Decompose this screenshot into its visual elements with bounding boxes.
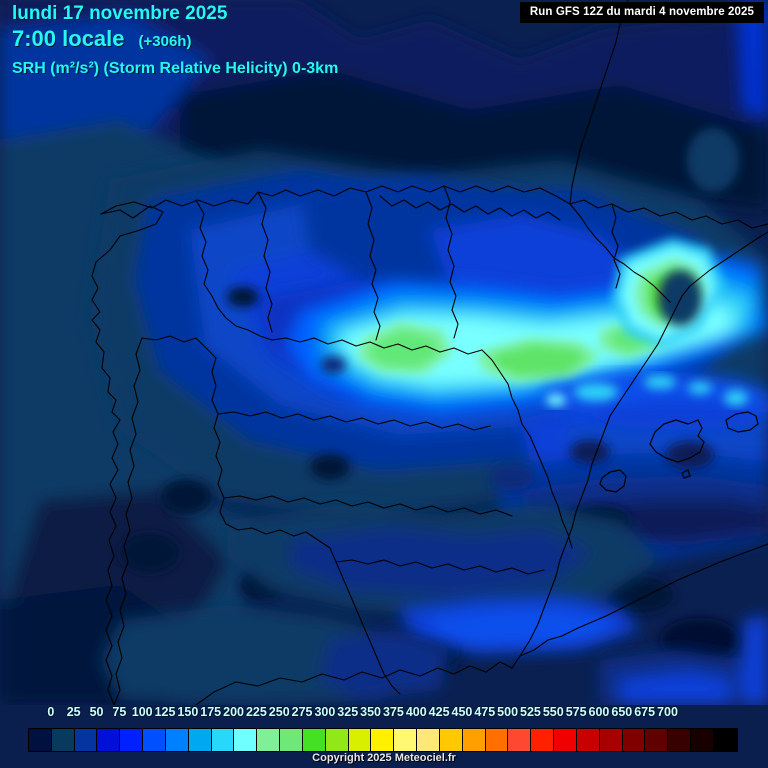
legend-swatch — [668, 729, 692, 751]
legend-tick-label: 25 — [66, 705, 81, 719]
balearic-islands — [599, 411, 759, 493]
legend-tick-label: 0 — [47, 705, 55, 719]
legend-swatch — [599, 729, 623, 751]
legend-tick-label: 75 — [112, 705, 127, 719]
legend-tick-label: 275 — [291, 705, 313, 719]
legend-swatch — [280, 729, 303, 751]
legend-swatch — [143, 729, 166, 751]
legend-tick-label: 650 — [611, 705, 633, 719]
legend-tick-label: 500 — [497, 705, 519, 719]
legend-swatch — [508, 729, 532, 751]
weather-map[interactable] — [0, 0, 768, 705]
legend-tick-label: 125 — [154, 705, 176, 719]
legend-swatch — [257, 729, 281, 751]
legend-tick-label: 300 — [314, 705, 336, 719]
legend-tick-label: 475 — [474, 705, 496, 719]
legend-swatch — [645, 729, 669, 751]
legend-tick-labels: 0 25 50 75 100 125 150 175 200 225 250 275 300 325 350… — [0, 705, 768, 727]
legend-swatch — [485, 729, 509, 751]
legend-swatch — [371, 729, 395, 751]
legend-swatch — [576, 729, 600, 751]
copyright-notice: Copyright 2025 Meteociel.fr — [312, 752, 456, 764]
legend-tick-label: 550 — [542, 705, 564, 719]
model-run-label: Run GFS 12Z du mardi 4 novembre 2025 — [519, 2, 764, 23]
legend-tick-label: 225 — [245, 705, 267, 719]
legend-swatch — [302, 729, 326, 751]
legend-swatch — [234, 729, 258, 751]
legend-swatch — [713, 729, 737, 751]
legend-swatch — [29, 729, 52, 751]
legend-tick-label: 325 — [337, 705, 359, 719]
color-legend: 0 25 50 75 100 125 150 175 200 225 250 275 300 325 350… — [0, 705, 768, 768]
legend-swatch — [531, 729, 555, 751]
legend-tick-label: 525 — [520, 705, 541, 719]
legend-swatch — [51, 729, 75, 751]
legend-tick-label: 450 — [451, 705, 473, 719]
legend-swatch — [97, 729, 121, 751]
map-borders — [91, 0, 768, 705]
legend-swatch — [622, 729, 646, 751]
legend-tick-label: 400 — [405, 705, 427, 719]
legend-swatch — [325, 729, 349, 751]
legend-tick-label: 150 — [177, 705, 199, 719]
legend-swatch — [348, 729, 372, 751]
legend-tick-label: 200 — [223, 705, 244, 719]
legend-swatch — [74, 729, 98, 751]
legend-swatch — [211, 729, 235, 751]
srh-contour-field — [0, 0, 768, 705]
legend-swatch — [120, 729, 144, 751]
legend-tick-label: 675 — [634, 705, 656, 719]
legend-swatch — [462, 729, 486, 751]
legend-tick-label: 175 — [200, 705, 222, 719]
legend-tick-label: 250 — [268, 705, 290, 719]
legend-swatch — [691, 729, 714, 751]
legend-swatch — [417, 729, 440, 751]
legend-tick-label: 350 — [360, 705, 382, 719]
legend-swatch — [394, 729, 418, 751]
legend-swatch — [188, 729, 212, 751]
legend-swatch — [554, 729, 577, 751]
legend-colorbar[interactable] — [28, 728, 738, 752]
legend-tick-label: 425 — [428, 705, 450, 719]
legend-tick-label: 600 — [588, 705, 610, 719]
legend-tick-label: 100 — [131, 705, 153, 719]
legend-tick-label: 375 — [382, 705, 404, 719]
legend-tick-label: 700 — [657, 705, 678, 719]
legend-tick-label: 575 — [565, 705, 587, 719]
legend-swatch — [439, 729, 463, 751]
legend-swatch — [165, 729, 189, 751]
legend-tick-label: 50 — [89, 705, 104, 719]
